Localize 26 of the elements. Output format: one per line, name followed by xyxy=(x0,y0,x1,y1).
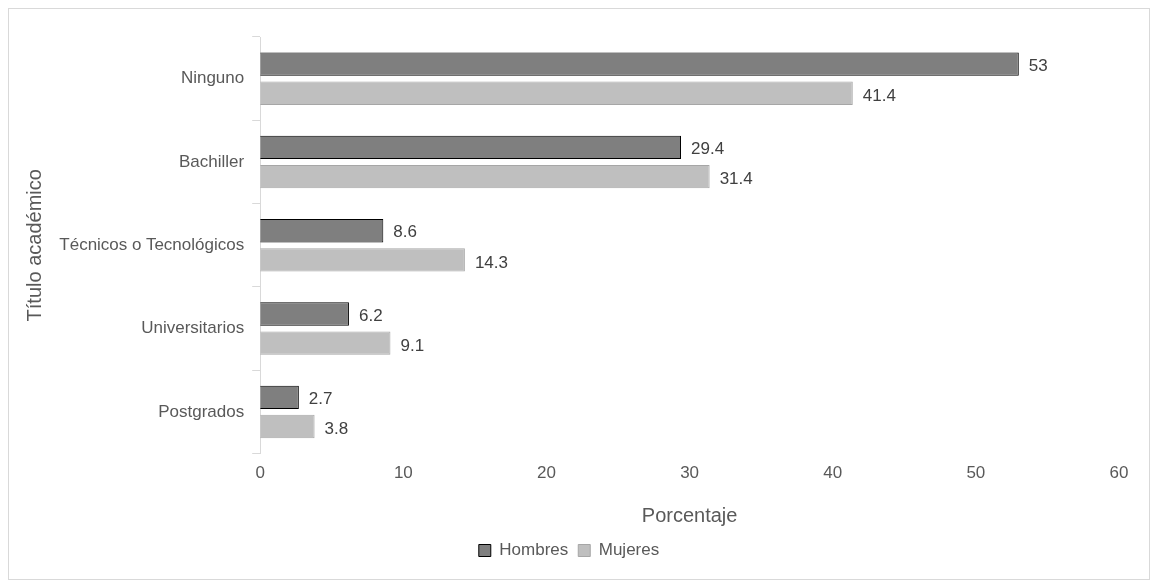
x-tick-label: 10 xyxy=(393,463,413,483)
legend-label: Hombres xyxy=(499,540,569,560)
data-label: 9.1 xyxy=(400,335,425,355)
data-label: 41.4 xyxy=(862,85,896,105)
data-label: 8.6 xyxy=(393,222,417,242)
y-tick-label: Técnicos o Tecnológicos xyxy=(59,234,245,254)
y-tick-label: Ninguno xyxy=(180,68,245,88)
data-label: 2.7 xyxy=(308,389,333,409)
data-label: 3.8 xyxy=(324,419,349,439)
y-tick-label: Postgrados xyxy=(158,401,245,421)
data-label: 29.4 xyxy=(691,139,725,159)
x-tick-label: 50 xyxy=(966,463,986,483)
data-label: 14.3 xyxy=(474,252,508,272)
y-axis-title: Título académico xyxy=(22,169,45,322)
x-tick-label: 30 xyxy=(680,463,700,483)
data-label: 53 xyxy=(1028,55,1048,75)
x-tick-label: 0 xyxy=(255,463,265,483)
x-tick-label: 60 xyxy=(1109,463,1129,483)
data-label: 31.4 xyxy=(719,169,753,189)
x-tick-label: 20 xyxy=(537,463,556,483)
y-tick-label: Bachiller xyxy=(179,151,245,171)
x-axis-title: Porcentaje xyxy=(641,503,738,526)
data-label: 6.2 xyxy=(358,305,383,325)
y-tick-label: Universitarios xyxy=(141,318,245,338)
x-tick-label: 40 xyxy=(823,463,843,483)
legend-label: Mujeres xyxy=(598,540,660,560)
